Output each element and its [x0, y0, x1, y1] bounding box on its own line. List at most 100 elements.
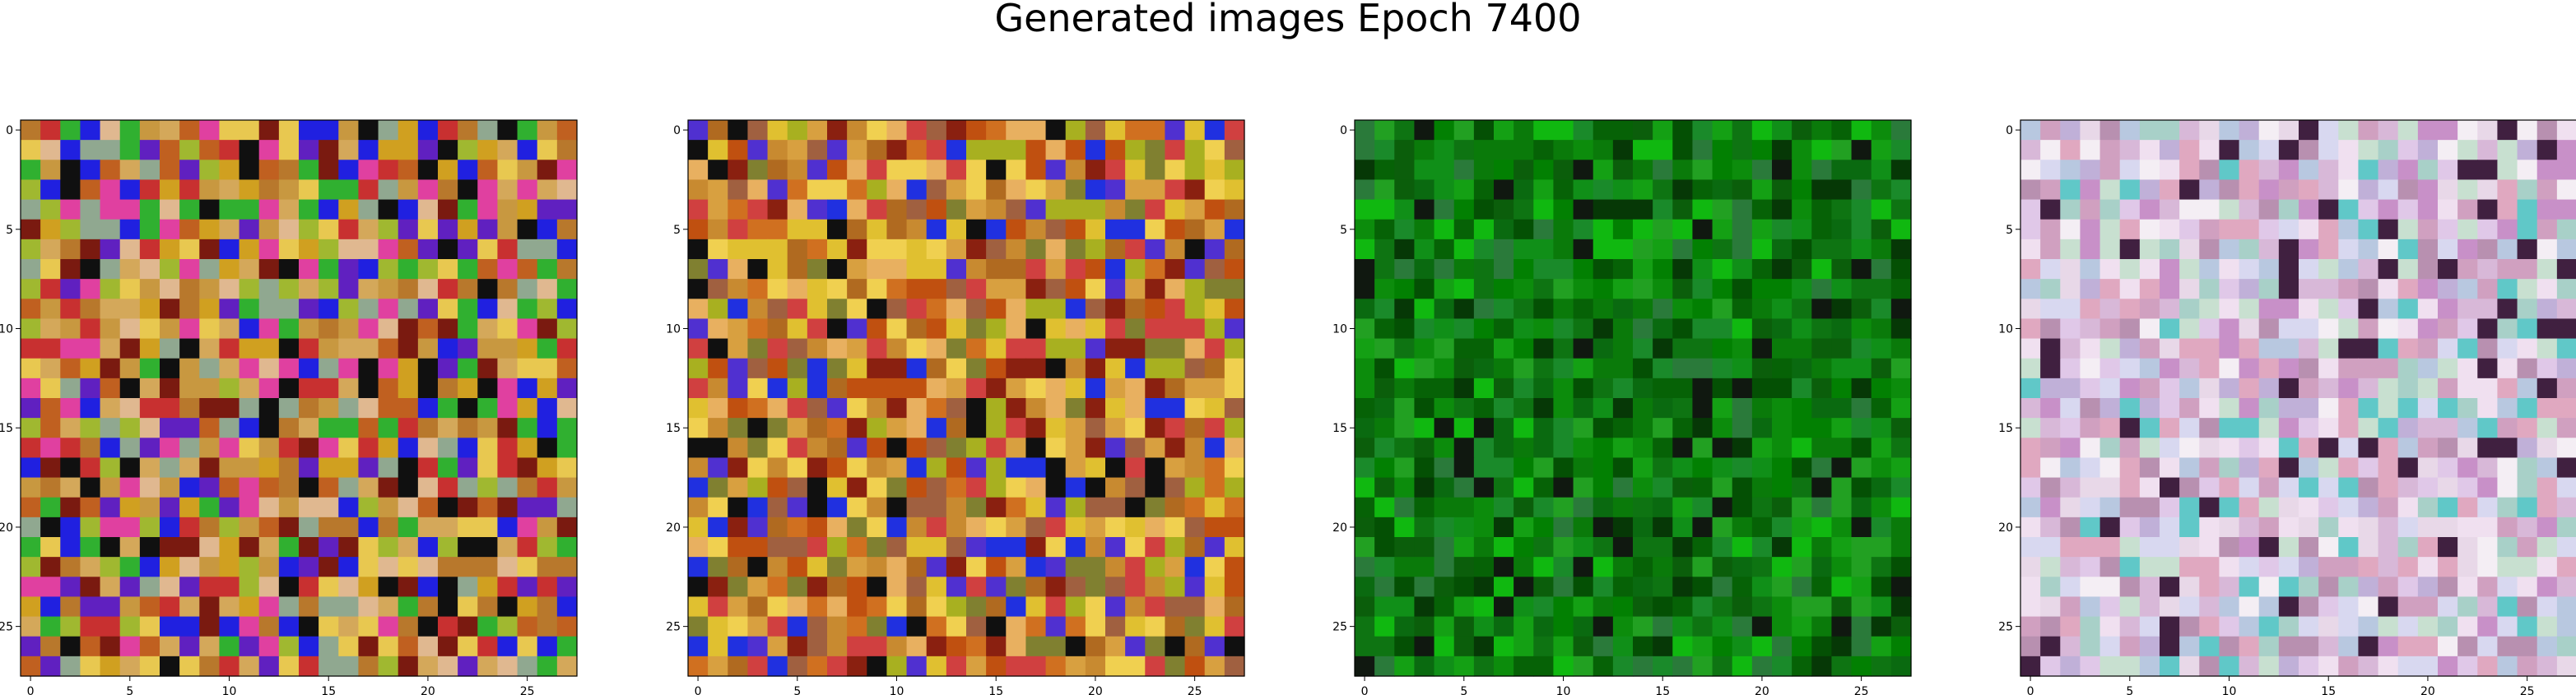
pixel-cell — [827, 219, 848, 240]
pixel-cell — [986, 596, 1007, 618]
pixel-cell — [1732, 398, 1753, 419]
pixel-cell — [338, 120, 360, 141]
pixel-cell — [100, 418, 121, 438]
pixel-cell — [966, 318, 987, 340]
pixel-cell — [926, 219, 947, 240]
pixel-cell — [258, 299, 280, 320]
pixel-cell — [1494, 457, 1514, 479]
pixel-cell — [477, 457, 499, 479]
pixel-cell — [1125, 259, 1146, 280]
pixel-cell — [1374, 160, 1395, 181]
pixel-cell — [708, 219, 728, 240]
pixel-cell — [398, 160, 419, 181]
pixel-cell — [2080, 358, 2101, 379]
pixel-cell — [1871, 537, 1892, 558]
pixel-cell — [1006, 279, 1027, 299]
pixel-cell — [2099, 179, 2121, 201]
pixel-cell — [1751, 457, 1773, 479]
pixel-cell — [398, 318, 419, 340]
pixel-cell — [1105, 577, 1126, 598]
pixel-cell — [378, 457, 399, 479]
pixel-cell — [2119, 160, 2141, 181]
pixel-cell — [2338, 656, 2360, 677]
pixel-cell — [1165, 656, 1186, 677]
pixel-cell — [1355, 160, 1375, 181]
pixel-cell — [2417, 656, 2439, 677]
pixel-cell — [986, 239, 1007, 260]
pixel-cell — [1204, 517, 1225, 538]
pixel-cell — [1633, 219, 1653, 240]
pixel-cell — [1165, 279, 1186, 299]
pixel-cell — [1712, 497, 1733, 518]
pixel-cell — [100, 318, 121, 340]
pixel-cell — [1792, 497, 1812, 518]
pixel-cell — [2417, 239, 2439, 260]
pixel-cell — [827, 120, 848, 141]
pixel-cell — [60, 517, 81, 538]
pixel-cell — [1145, 557, 1166, 577]
pixel-cell — [1105, 120, 1126, 141]
pixel-cell — [1792, 537, 1812, 558]
pixel-cell — [1772, 239, 1793, 260]
pixel-cell — [60, 378, 81, 399]
pixel-cell — [477, 219, 499, 240]
pixel-cell — [1494, 318, 1514, 340]
pixel-cell — [1851, 577, 1872, 598]
pixel-cell — [179, 457, 200, 479]
pixel-cell — [2299, 318, 2319, 340]
pixel-cell — [1772, 557, 1793, 577]
pixel-cell — [1653, 497, 1673, 518]
pixel-cell — [1553, 279, 1574, 299]
pixel-cell — [2477, 636, 2499, 657]
pixel-cell — [438, 318, 458, 340]
pixel-cell — [358, 616, 379, 637]
pixel-cell — [1184, 438, 1206, 459]
pixel-cell — [1473, 358, 1495, 379]
pixel-cell — [986, 636, 1007, 657]
pixel-cell — [1065, 596, 1086, 618]
pixel-cell — [1414, 477, 1435, 498]
pixel-cell — [2536, 438, 2558, 459]
x-tick-label: 20 — [2420, 685, 2435, 695]
pixel-cell — [497, 318, 518, 340]
pixel-cell — [1732, 358, 1753, 379]
pixel-cell — [1224, 457, 1245, 479]
pixel-cell — [319, 140, 339, 160]
pixel-cell — [867, 299, 888, 320]
pixel-cell — [847, 279, 867, 299]
pixel-cell — [358, 438, 379, 459]
pixel-cell — [258, 557, 280, 577]
pixel-cell — [946, 259, 967, 280]
pixel-cell — [2060, 160, 2081, 181]
pixel-cell — [2536, 596, 2558, 618]
pixel-cell — [179, 497, 200, 518]
pixel-cell — [1125, 219, 1146, 240]
pixel-cell — [767, 179, 788, 201]
pixel-cell — [728, 418, 749, 438]
pixel-cell — [1553, 457, 1574, 479]
pixel-cell — [1871, 497, 1892, 518]
pixel-cell — [787, 160, 808, 181]
pixel-cell — [2099, 438, 2121, 459]
pixel-cell — [1473, 557, 1495, 577]
pixel-cell — [2378, 259, 2399, 280]
pixel-cell — [1085, 338, 1106, 359]
pixel-cell — [378, 636, 399, 657]
pixel-cell — [2199, 616, 2220, 637]
pixel-cell — [517, 557, 538, 577]
pixel-cell — [926, 239, 947, 260]
pixel-cell — [1165, 120, 1186, 141]
pixel-cell — [1414, 616, 1435, 637]
pixel-cell — [219, 199, 240, 220]
pixel-cell — [1573, 160, 1594, 181]
pixel-cell — [1184, 179, 1206, 201]
pixel-cell — [2457, 239, 2478, 260]
pixel-cell — [398, 477, 419, 498]
pixel-cell — [1105, 318, 1126, 340]
pixel-cell — [946, 517, 967, 538]
pixel-cell — [1533, 120, 1555, 141]
pixel-cell — [2239, 497, 2260, 518]
pixel-cell — [2378, 477, 2399, 498]
pixel-cell — [2497, 179, 2518, 201]
pixel-cell — [1593, 398, 1614, 419]
